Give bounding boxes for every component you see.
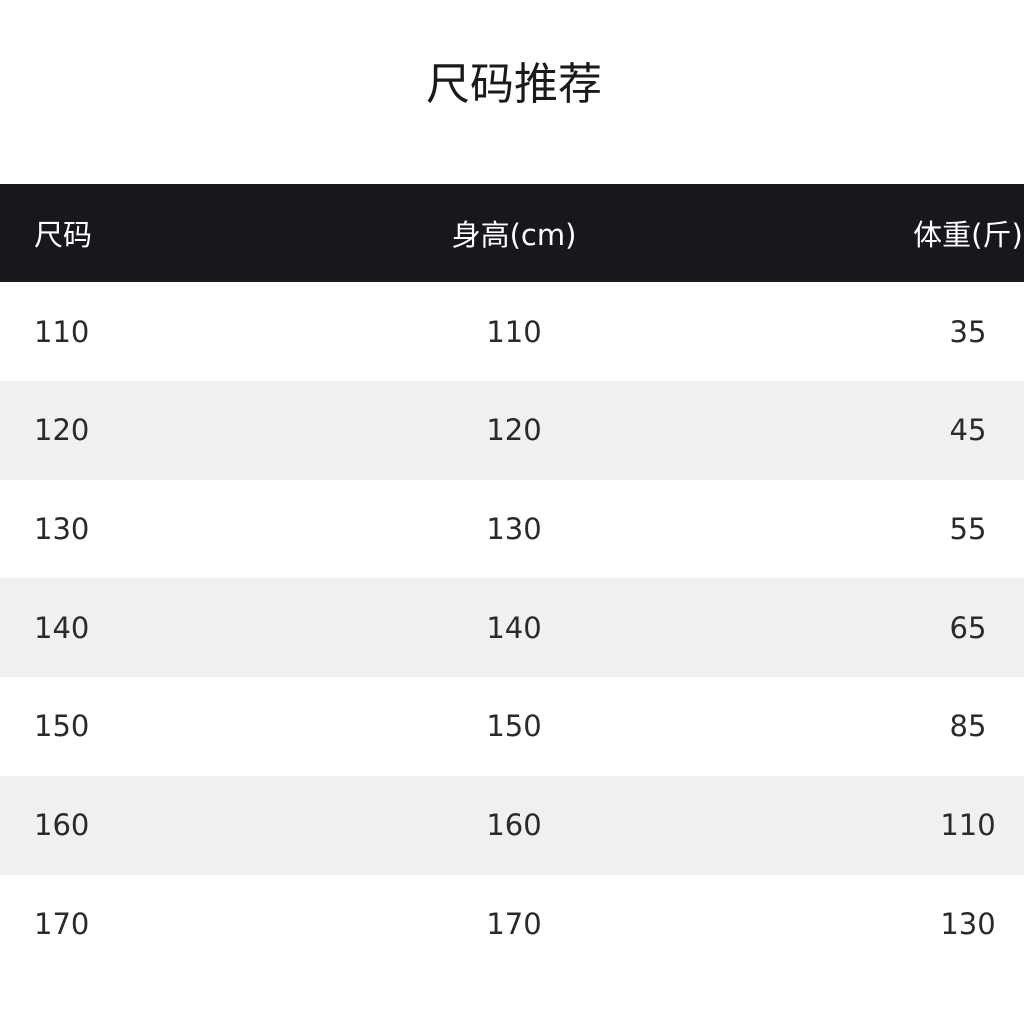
cell-height: 170 (486, 906, 542, 941)
cell-height: 120 (486, 413, 542, 448)
table-row: 160 160 110 (0, 775, 1024, 875)
cell-size: 130 (34, 511, 90, 546)
table-row: 120 120 45 (0, 380, 1024, 480)
cell-height: 140 (486, 610, 542, 645)
table-row: 150 150 85 (0, 677, 1024, 776)
cell-size: 170 (34, 906, 90, 941)
cell-size: 110 (34, 314, 90, 349)
cell-size: 150 (34, 709, 90, 744)
table-header: 尺码 身高(cm) 体重(斤) (0, 184, 1024, 282)
cell-height: 130 (486, 511, 542, 546)
header-height: 身高(cm) (451, 218, 577, 252)
cell-weight: 130 (940, 906, 996, 941)
cell-weight: 45 (949, 413, 987, 448)
table-row: 110 110 35 (0, 282, 1024, 381)
cell-weight: 55 (949, 511, 987, 546)
cell-size: 160 (34, 808, 90, 842)
header-weight: 体重(斤) (913, 218, 1023, 252)
cell-height: 160 (486, 808, 542, 842)
header-size: 尺码 (34, 218, 93, 252)
cell-weight: 35 (949, 314, 987, 349)
cell-size: 140 (34, 610, 90, 645)
cell-height: 110 (486, 314, 542, 349)
page-title: 尺码推荐 (426, 59, 602, 110)
table-row: 130 130 55 (0, 479, 1024, 578)
cell-weight: 65 (949, 610, 987, 645)
table-row: 140 140 65 (0, 578, 1024, 678)
table-row: 170 170 130 (0, 874, 1024, 973)
cell-weight: 110 (940, 808, 996, 842)
cell-size: 120 (34, 413, 90, 448)
cell-height: 150 (486, 709, 542, 744)
cell-weight: 85 (949, 709, 987, 744)
